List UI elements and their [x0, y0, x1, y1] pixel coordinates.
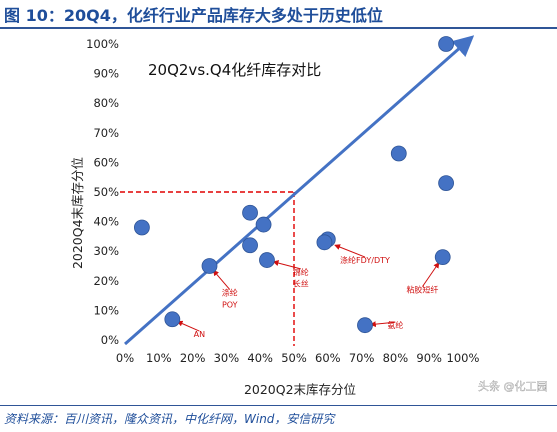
figure-header: 图 10：20Q4，化纤行业产品库存大多处于历史低位 [0, 0, 557, 26]
chart-title: 20Q2vs.Q4化纤库存对比 [148, 61, 321, 79]
y-tick-label: 90% [93, 67, 119, 81]
diagonal-arrow [124, 35, 475, 346]
y-tick-label: 50% [93, 185, 119, 199]
data-point [133, 219, 150, 236]
x-tick-label: 80% [383, 351, 409, 365]
data-points [133, 36, 455, 334]
annotation-arrow [369, 321, 396, 328]
x-tick-label: 30% [214, 351, 240, 365]
data-point [164, 311, 181, 328]
annotation-arrow [176, 320, 200, 332]
source-note: 资料来源：百川资讯，隆众资讯，中化纤网，Wind，安信研究 [4, 412, 335, 426]
data-point [438, 175, 455, 192]
annotation-label: POY [222, 300, 238, 309]
x-tick-label: 60% [315, 351, 341, 365]
header-divider [0, 27, 557, 29]
annotation-label: AN [194, 330, 205, 339]
data-point [201, 258, 218, 274]
annotation-label: 锦纶 [293, 267, 309, 277]
scatter-chart: 0% 10% 20% 30% 40% 50% 60% 70% 80% 90% 100% 0% 10% 2… [70, 35, 548, 397]
y-tick-label: 20% [93, 274, 119, 288]
data-point [390, 145, 407, 162]
annotation-arrows [176, 244, 440, 332]
annotation-label: 氨纶 [387, 320, 403, 330]
y-tick-label: 0% [101, 333, 119, 347]
data-point [242, 204, 258, 221]
reference-lines [120, 191, 295, 346]
y-tick-label: 70% [93, 126, 119, 140]
y-tick-label: 100% [86, 37, 119, 51]
y-tick-label: 80% [93, 96, 119, 110]
x-axis-title: 2020Q2末库存分位 [244, 382, 356, 397]
data-point [438, 36, 455, 52]
data-point [242, 237, 258, 254]
watermark: 头条 @化工园 [478, 379, 548, 393]
data-point [434, 249, 451, 266]
annotation-arrow [212, 269, 231, 290]
annotation-arrow [422, 262, 440, 287]
x-axis-ticks: 0% 10% 20% 30% 40% 50% 60% 70% 80% 90% 100% [116, 351, 480, 365]
data-point [316, 234, 333, 251]
annotation-arrow [334, 244, 366, 258]
annotation-label: 涤纶FDY/DTY [340, 255, 390, 265]
y-tick-label: 10% [93, 303, 119, 317]
annotation-label: 长丝 [293, 279, 309, 289]
x-tick-label: 90% [416, 351, 442, 365]
x-tick-label: 40% [247, 351, 273, 365]
footer-divider [0, 405, 557, 406]
y-tick-label: 40% [93, 215, 119, 229]
figure-title: 图 10：20Q4，化纤行业产品库存大多处于历史低位 [4, 6, 383, 25]
x-tick-label: 50% [281, 351, 307, 365]
data-point [357, 317, 373, 334]
data-point [259, 252, 275, 268]
x-tick-label: 10% [146, 351, 172, 365]
data-point [255, 216, 272, 233]
y-tick-label: 30% [93, 244, 119, 258]
y-tick-label: 60% [93, 155, 119, 169]
diagonal-arrow-line [124, 35, 475, 346]
annotation-label: 粘胶短纤 [406, 285, 438, 295]
x-tick-label: 20% [180, 351, 206, 365]
y-axis-ticks: 0% 10% 20% 30% 40% 50% 60% 70% 80% 90% 100% [86, 37, 119, 347]
x-tick-label: 70% [349, 351, 375, 365]
x-tick-label: 0% [116, 351, 134, 365]
y-axis-title: 2020Q4末库存分位 [70, 157, 85, 269]
annotation-label: 涤纶 [222, 288, 238, 298]
annotation-arrow [272, 260, 301, 270]
x-tick-label: 100% [447, 351, 480, 365]
